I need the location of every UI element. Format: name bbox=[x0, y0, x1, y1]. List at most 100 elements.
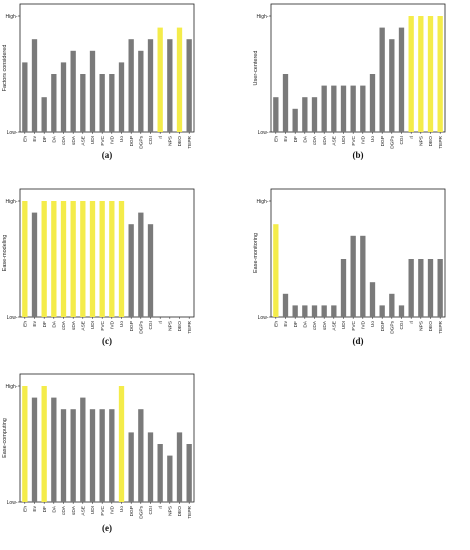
y-tick-label: Low- bbox=[7, 130, 18, 136]
bar-sDA bbox=[321, 85, 327, 132]
x-tick-label: NPS bbox=[418, 136, 424, 146]
x-tick-label: ASE bbox=[331, 136, 337, 146]
bar-Uo bbox=[118, 386, 125, 502]
bar-UDI bbox=[89, 201, 96, 317]
bar-IVD bbox=[360, 85, 366, 132]
x-tick-label: UDI bbox=[90, 136, 96, 144]
bar-cDA bbox=[60, 201, 67, 317]
x-tick-label: UDI bbox=[341, 321, 347, 329]
bar-ASE bbox=[80, 397, 86, 502]
bar-CGI bbox=[398, 27, 405, 133]
x-tick-label: CGI bbox=[399, 136, 405, 145]
bar-Ev bbox=[31, 212, 38, 317]
x-tick-label: Eh bbox=[273, 136, 279, 142]
bar-IVD bbox=[360, 235, 366, 317]
x-tick-label: DF bbox=[42, 321, 48, 327]
x-tick-label: rl bbox=[158, 136, 164, 139]
bar-UDI bbox=[340, 259, 347, 317]
x-tick-label: Ev bbox=[283, 320, 289, 326]
bar-DF bbox=[41, 97, 47, 132]
x-tick-label: DGPs bbox=[389, 135, 395, 148]
bar-DF bbox=[41, 201, 47, 317]
bar-cDA bbox=[311, 305, 318, 317]
bar-DF bbox=[292, 108, 298, 132]
chart-panel-1: High- Low- User-centered Eh Ev DF DA cDA sDA ASE U… bbox=[253, 3, 446, 160]
bar-DGP bbox=[128, 224, 134, 317]
x-tick-label: DGPs bbox=[389, 320, 395, 333]
y-tick-label: High- bbox=[6, 14, 18, 20]
x-tick-label: DGP bbox=[380, 136, 386, 146]
bar-TEPR bbox=[186, 39, 192, 133]
x-tick-label: rl bbox=[409, 136, 415, 139]
bar-ASE bbox=[80, 201, 86, 317]
chart-panel-2: High- Low- Ease-modeling Eh Ev DF DA cDA sDA ASE U… bbox=[2, 188, 195, 346]
x-tick-label: sDA bbox=[322, 320, 328, 330]
bar-FVC bbox=[99, 74, 105, 132]
x-tick-label: sDA bbox=[71, 135, 77, 145]
bar-FVC bbox=[99, 201, 105, 317]
x-tick-label: Eh bbox=[22, 506, 28, 512]
bar-Ev bbox=[31, 397, 38, 502]
y-axis-label: Factors considered bbox=[2, 45, 8, 92]
bar-sDA bbox=[70, 409, 76, 502]
bar-rl bbox=[157, 27, 163, 133]
bar-rl bbox=[157, 444, 163, 502]
x-tick-label: DGP bbox=[129, 321, 135, 331]
bar-FVC bbox=[99, 409, 105, 502]
bar-UDI bbox=[89, 50, 96, 132]
x-tick-label: TEPR bbox=[187, 135, 193, 148]
x-tick-label: DA bbox=[51, 505, 57, 512]
bar-Ev bbox=[282, 74, 289, 132]
panel-caption: (b) bbox=[353, 150, 364, 160]
bar-DF bbox=[41, 386, 47, 502]
y-tick-label: Low- bbox=[7, 315, 18, 321]
x-tick-label: Ev bbox=[32, 135, 38, 141]
bar-ASE bbox=[331, 305, 337, 317]
x-tick-label: cDA bbox=[61, 320, 67, 330]
x-tick-label: DA bbox=[51, 135, 57, 142]
x-tick-label: DEO bbox=[428, 136, 434, 147]
bar-DGPs bbox=[389, 293, 395, 317]
bar-DGP bbox=[379, 27, 385, 133]
bar-DEO bbox=[176, 27, 183, 133]
x-tick-label: ASE bbox=[80, 506, 86, 516]
x-tick-label: UDI bbox=[90, 321, 96, 329]
bar-DA bbox=[51, 201, 57, 317]
x-tick-label: IVD bbox=[360, 320, 366, 329]
bar-ASE bbox=[80, 74, 86, 132]
x-tick-label: sDA bbox=[71, 505, 77, 515]
x-tick-label: DGPs bbox=[138, 505, 144, 518]
x-tick-label: DGPs bbox=[138, 320, 144, 333]
x-tick-label: CGI bbox=[148, 321, 154, 330]
bar-DGPs bbox=[138, 50, 144, 132]
bar-IVD bbox=[109, 74, 115, 132]
x-tick-label: Ev bbox=[283, 135, 289, 141]
x-tick-label: DGP bbox=[129, 136, 135, 146]
bar-NPS bbox=[418, 16, 424, 132]
x-tick-label: sDA bbox=[322, 135, 328, 145]
plot-frame bbox=[19, 188, 195, 318]
x-tick-label: Eh bbox=[22, 321, 28, 327]
x-tick-label: sDA bbox=[71, 320, 77, 330]
bar-Uo bbox=[369, 74, 376, 132]
panel-caption: (e) bbox=[102, 523, 112, 533]
plot-frame bbox=[19, 373, 195, 503]
x-tick-label: TEPR bbox=[438, 135, 444, 148]
x-tick-label: NPS bbox=[167, 506, 173, 516]
chart-panel-3: High- Low- Ease-monitoring Eh Ev DF DA cDA sDA AS… bbox=[253, 188, 446, 346]
x-tick-label: FVC bbox=[100, 320, 106, 330]
x-tick-label: CGI bbox=[399, 321, 405, 330]
x-tick-label: Ev bbox=[32, 320, 38, 326]
x-tick-label: DEO bbox=[428, 321, 434, 332]
x-tick-label: DGPs bbox=[138, 135, 144, 148]
x-tick-label: TEPR bbox=[438, 320, 444, 333]
plot-frame bbox=[270, 188, 446, 318]
x-tick-label: UDI bbox=[90, 506, 96, 514]
x-tick-label: Ev bbox=[32, 505, 38, 511]
bar-CGI bbox=[147, 224, 154, 317]
x-tick-label: DGP bbox=[380, 321, 386, 331]
bar-Uo bbox=[369, 282, 376, 317]
bar-cDA bbox=[60, 409, 67, 502]
x-tick-label: IVD bbox=[109, 135, 115, 144]
